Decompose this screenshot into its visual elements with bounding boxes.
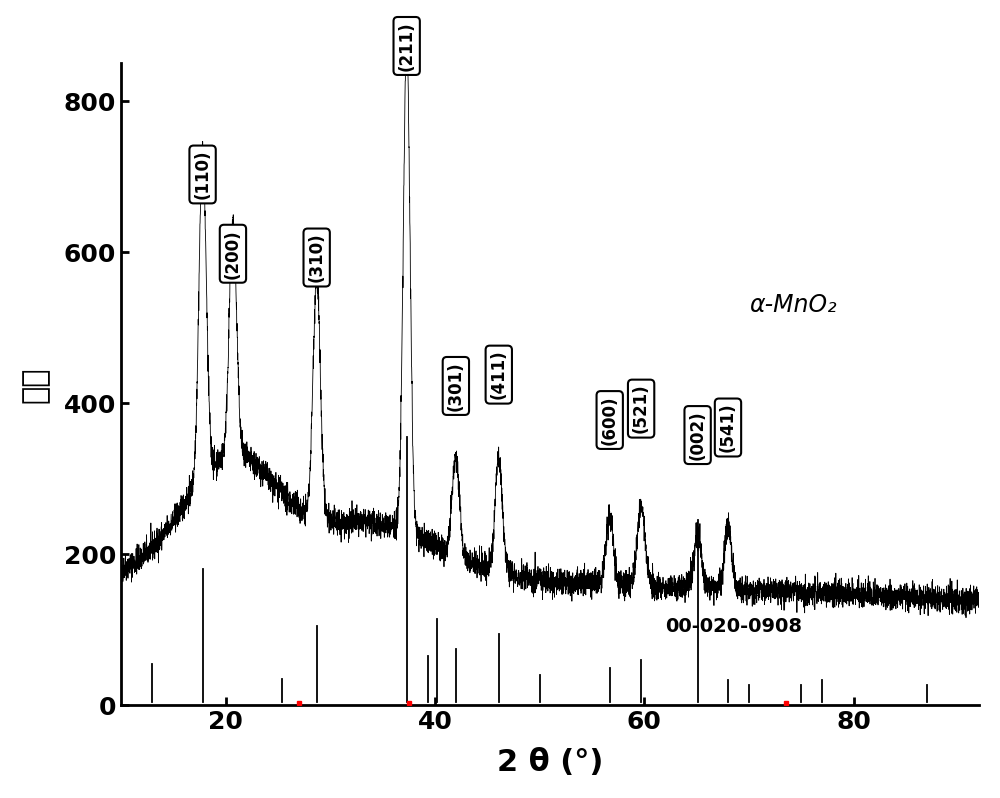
Text: (002): (002) [689, 410, 707, 460]
Text: (301): (301) [447, 361, 465, 411]
Text: (310): (310) [308, 233, 326, 282]
Text: (541): (541) [719, 403, 737, 452]
Text: (411): (411) [490, 350, 508, 400]
Y-axis label: 强度: 强度 [21, 366, 50, 402]
Text: 00-020-0908: 00-020-0908 [665, 617, 802, 635]
Text: α-MnO₂: α-MnO₂ [749, 293, 837, 317]
Text: (200): (200) [224, 229, 242, 279]
Text: (110): (110) [194, 150, 212, 200]
Text: (600): (600) [601, 395, 619, 444]
Text: (521): (521) [632, 384, 650, 433]
Text: (211): (211) [398, 22, 416, 71]
X-axis label: 2 θ (°): 2 θ (°) [497, 749, 603, 777]
